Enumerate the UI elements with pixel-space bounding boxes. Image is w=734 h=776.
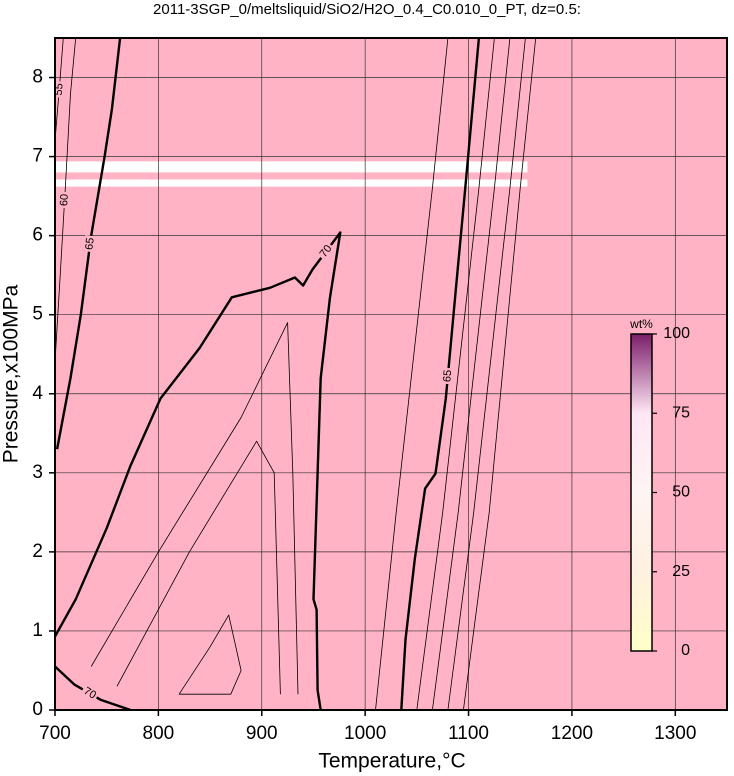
y-axis-label: Pressure,x100MPa xyxy=(0,284,23,463)
contour-line xyxy=(90,322,299,695)
y-tick-label: 7 xyxy=(32,146,43,167)
x-tick-label: 1000 xyxy=(344,723,386,744)
no-data-band xyxy=(55,179,528,187)
plot-area: 65 60 55 70 65 70 xyxy=(53,38,727,710)
y-tick-label: 4 xyxy=(32,383,43,404)
contour-label-group: 70 xyxy=(79,684,100,703)
x-tick-label: 1200 xyxy=(551,723,593,744)
contour-label: 55 xyxy=(53,83,66,96)
contour-line xyxy=(447,38,526,710)
contour-line xyxy=(432,38,511,710)
colorbar xyxy=(630,333,653,652)
y-tick-label: 1 xyxy=(32,620,43,641)
no-data-band xyxy=(55,161,528,173)
plot-frame xyxy=(54,37,728,711)
colorbar-tick-label: 25 xyxy=(672,563,690,580)
y-tick-label: 8 xyxy=(32,67,43,88)
contour-label: 60 xyxy=(58,194,71,207)
plot-background xyxy=(55,38,727,710)
x-tick-label: 1100 xyxy=(448,723,489,744)
contour-line xyxy=(375,38,449,710)
contour-label-bg xyxy=(316,241,336,262)
contour-line xyxy=(116,440,281,695)
contour-label-group: 60 xyxy=(58,191,72,209)
colorbar-tick-label: 0 xyxy=(681,642,690,659)
contour-label: 70 xyxy=(318,243,335,260)
colorbar-tick-label: 100 xyxy=(663,325,690,342)
y-tick-label: 5 xyxy=(32,304,43,325)
chart-title: 2011-3SGP_0/meltsliquid/SiO2/H2O_0.4_C0.… xyxy=(153,1,581,18)
contour-label-bg xyxy=(58,191,72,209)
contour-label-group: 65 xyxy=(441,367,455,385)
y-tick-label: 0 xyxy=(32,699,43,720)
contour-label: 65 xyxy=(441,369,454,382)
contour-label-group: 65 xyxy=(83,235,98,253)
y-tick-label: 6 xyxy=(32,225,43,246)
contour-label-bg xyxy=(83,235,98,253)
contour-line xyxy=(416,38,495,710)
x-axis-label: Temperature,°C xyxy=(318,750,465,773)
x-tick-label: 900 xyxy=(246,723,278,744)
contour-label: 70 xyxy=(81,685,98,702)
colorbar-tick-label: 50 xyxy=(672,484,690,501)
contour-line xyxy=(55,38,122,450)
contour-line xyxy=(55,38,64,141)
contour-line xyxy=(55,38,77,363)
contour-label: 65 xyxy=(83,237,96,251)
contour-line xyxy=(178,614,242,695)
contour-label-bg xyxy=(441,367,455,385)
contour-label-group: 70 xyxy=(316,241,336,262)
contour-line xyxy=(463,38,537,710)
colorbar-label: wt% xyxy=(629,317,653,331)
x-tick-label: 700 xyxy=(39,723,71,744)
contour-label-bg xyxy=(79,684,100,703)
y-tick-label: 2 xyxy=(32,541,43,562)
colorbar-tick-label: 75 xyxy=(672,404,690,421)
x-tick-label: 800 xyxy=(143,723,175,744)
contour-line xyxy=(55,231,342,710)
y-tick-label: 3 xyxy=(32,462,43,483)
x-tick-label: 1300 xyxy=(654,723,696,744)
contour-line xyxy=(400,38,481,710)
